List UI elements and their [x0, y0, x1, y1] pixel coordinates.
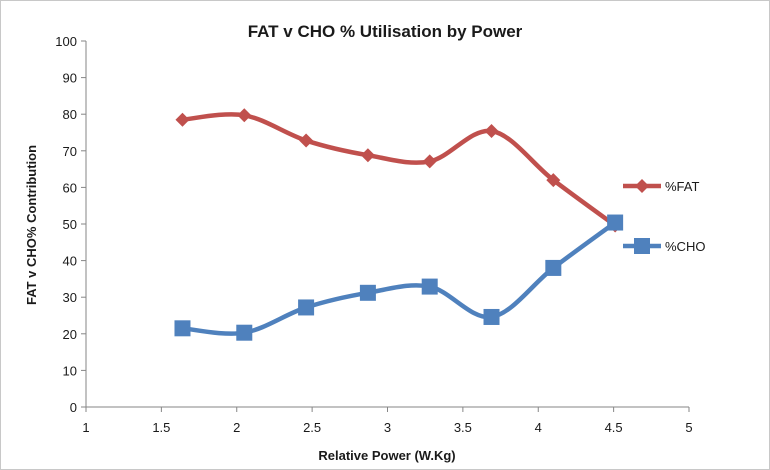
series-fat [175, 108, 623, 233]
data-point-fat [237, 108, 252, 123]
data-point-cho [298, 299, 315, 316]
y-tick-label: 70 [63, 144, 77, 159]
x-tick-label: 1 [82, 420, 89, 435]
axes: 0 10 20 30 40 50 60 70 80 90 100 1 1.5 2 2.5 3 3.5 4 4.5 5 [55, 34, 692, 435]
data-point-cho [545, 259, 562, 276]
chart-title: FAT v CHO % Utilisation by Power [248, 22, 523, 41]
y-tick-label: 80 [63, 107, 77, 122]
legend-marker-fat [635, 179, 649, 193]
x-axis-title: Relative Power (W.Kg) [318, 448, 455, 463]
data-point-fat [299, 133, 314, 148]
legend: %FAT %CHO [623, 179, 705, 254]
data-point-fat [360, 148, 375, 163]
y-tick-label: 20 [63, 327, 77, 342]
data-point-cho [359, 284, 376, 301]
data-point-fat [175, 112, 190, 127]
y-tick-label: 10 [63, 363, 77, 378]
data-point-fat [546, 173, 561, 188]
data-point-cho [174, 320, 191, 337]
y-tick-label: 60 [63, 180, 77, 195]
y-tick-label: 100 [55, 34, 77, 49]
series-layer [174, 108, 624, 341]
legend-label-cho: %CHO [665, 239, 705, 254]
x-tick-label: 4.5 [605, 420, 623, 435]
legend-marker-cho [634, 238, 650, 254]
x-tick-label: 4 [535, 420, 542, 435]
x-tick-label: 2 [233, 420, 240, 435]
y-tick-label: 40 [63, 254, 77, 269]
series-line-cho [180, 220, 618, 336]
data-point-cho [236, 324, 253, 341]
data-point-cho [483, 308, 500, 325]
legend-item-cho: %CHO [623, 238, 705, 254]
data-point-cho [607, 214, 624, 231]
series-cho [174, 214, 624, 341]
series-line-fat [180, 112, 618, 228]
x-tick-label: 3 [384, 420, 391, 435]
y-axis-title: FAT v CHO% Contribution [24, 145, 39, 305]
y-tick-label: 0 [70, 400, 77, 415]
y-tick-label: 90 [63, 71, 77, 86]
data-point-fat [484, 124, 499, 139]
x-tick-label: 3.5 [454, 420, 472, 435]
x-tick-label: 1.5 [152, 420, 170, 435]
x-tick-label: 5 [685, 420, 692, 435]
y-tick-label: 30 [63, 290, 77, 305]
legend-label-fat: %FAT [665, 179, 699, 194]
y-tick-label: 50 [63, 217, 77, 232]
data-point-cho [421, 278, 438, 295]
legend-item-fat: %FAT [623, 179, 699, 194]
data-point-fat [422, 154, 437, 169]
x-tick-label: 2.5 [303, 420, 321, 435]
